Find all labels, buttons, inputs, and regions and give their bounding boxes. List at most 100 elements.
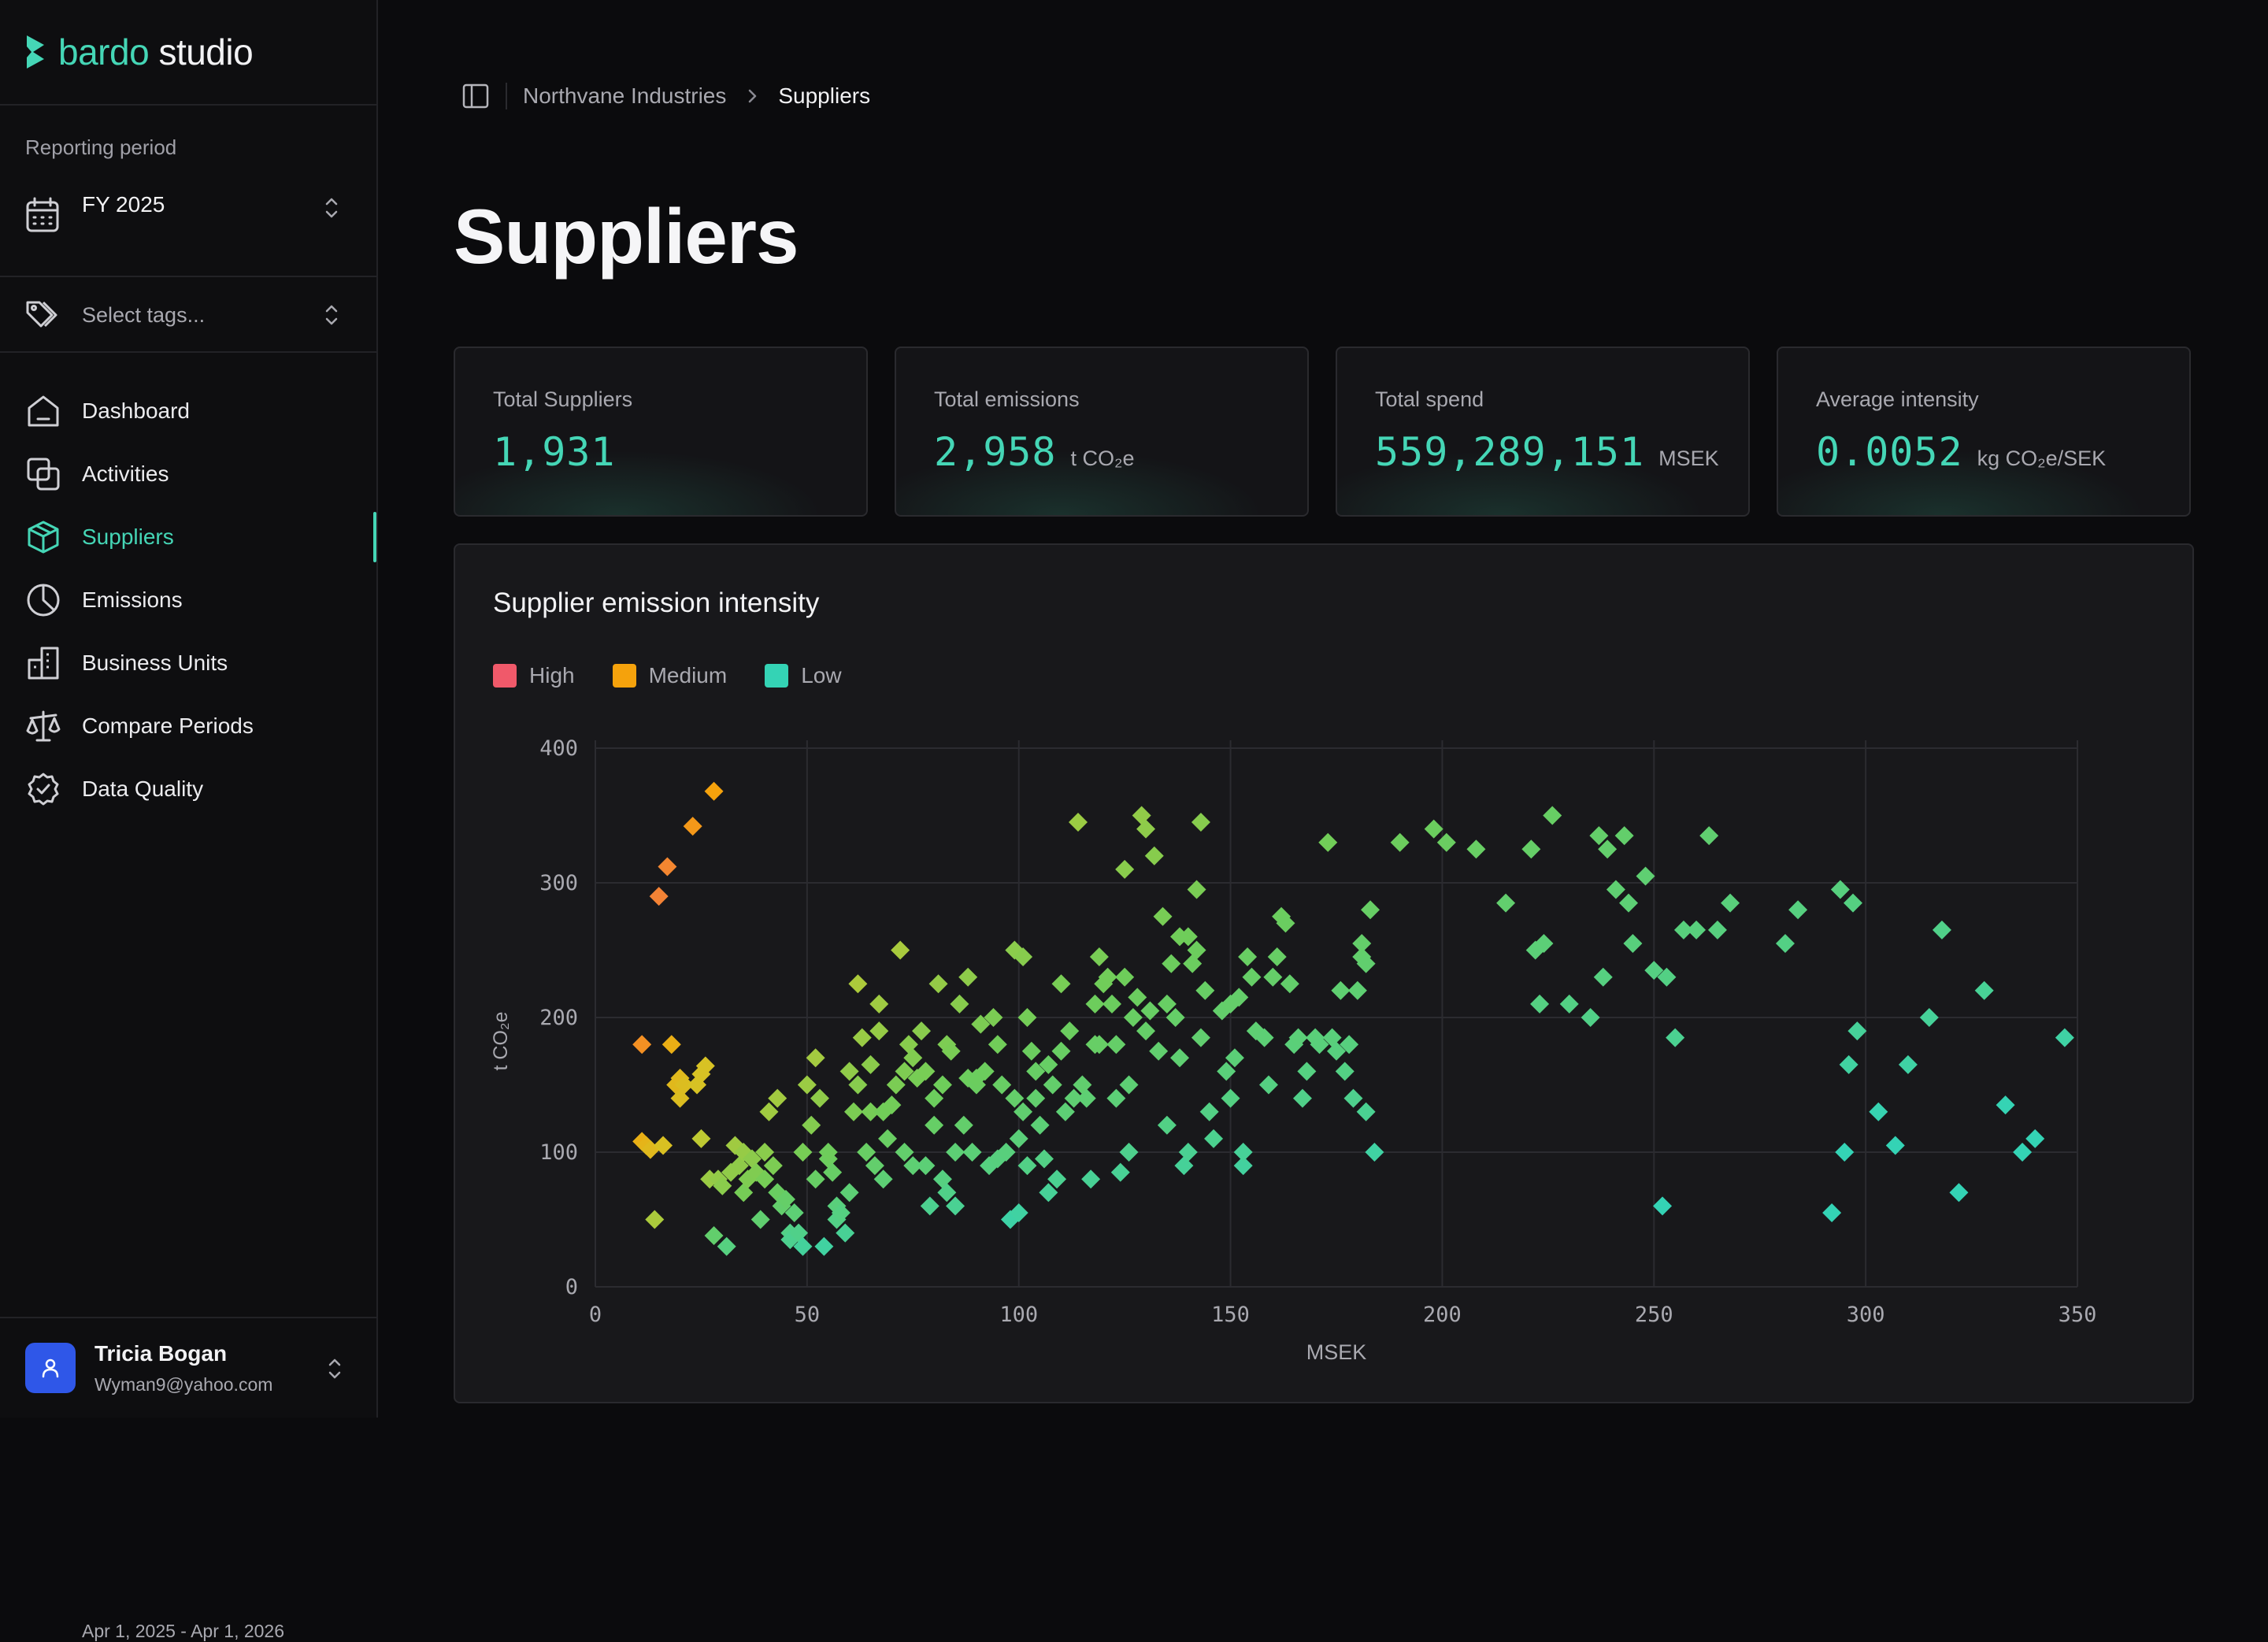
data-point xyxy=(1119,1075,1139,1095)
breadcrumb-separator-line xyxy=(506,83,507,109)
data-point xyxy=(713,1176,732,1195)
data-point xyxy=(1106,1088,1126,1108)
data-point xyxy=(1352,933,1372,953)
data-point xyxy=(848,974,868,994)
sidebar-item-compare-periods[interactable]: Compare Periods xyxy=(0,695,378,758)
sidebar-divider xyxy=(0,351,376,353)
sidebar-item-suppliers[interactable]: Suppliers xyxy=(0,506,378,569)
data-point xyxy=(1606,880,1625,899)
sidebar-item-label: Activities xyxy=(82,461,169,486)
data-point xyxy=(1788,900,1808,920)
sidebar-item-data-quality[interactable]: Data Quality xyxy=(0,758,378,821)
sidebar-toggle-icon[interactable] xyxy=(461,82,490,110)
data-point xyxy=(1974,980,1994,1000)
data-point xyxy=(988,1035,1007,1055)
data-point xyxy=(1932,920,1951,940)
data-point xyxy=(992,1075,1012,1095)
tags-selector[interactable]: Select tags... xyxy=(25,298,356,332)
data-point xyxy=(975,1062,995,1081)
x-tick-label: 350 xyxy=(2059,1303,2097,1327)
data-point xyxy=(895,1143,914,1162)
stat-unit: t CO₂e xyxy=(1070,447,1135,470)
data-point xyxy=(1009,1203,1028,1222)
reporting-period-selector[interactable]: FY 2025 Apr 1, 2025 - Apr 1, 2026 xyxy=(25,192,356,1641)
data-point xyxy=(793,1236,813,1256)
data-point xyxy=(818,1143,838,1162)
legend-label: Medium xyxy=(648,663,728,688)
supplier-intensity-chart: Supplier emission intensity High Medium … xyxy=(454,543,2194,1403)
data-point xyxy=(1466,840,1486,859)
y-tick-label: 100 xyxy=(539,1140,578,1165)
data-point xyxy=(1687,920,1707,940)
data-point xyxy=(1356,954,1376,973)
data-point xyxy=(1673,920,1693,940)
data-point xyxy=(861,1055,880,1074)
data-point xyxy=(1340,1035,1359,1055)
legend-item-high[interactable]: High xyxy=(493,663,575,688)
data-point xyxy=(1390,832,1410,852)
data-point xyxy=(632,1035,652,1055)
data-point xyxy=(869,1021,889,1041)
data-point xyxy=(755,1143,775,1162)
data-point xyxy=(869,994,889,1014)
data-point xyxy=(1623,933,1643,953)
sidebar-item-label: Compare Periods xyxy=(82,714,254,738)
data-point xyxy=(1157,1115,1177,1135)
scatter-plot: 0 50 100 150 200 250 300 350 0 100 200 300 400 MSEK t … xyxy=(490,736,2097,1364)
data-point xyxy=(1047,1169,1067,1189)
data-point xyxy=(1178,1143,1198,1162)
stat-label: Total Suppliers xyxy=(493,387,633,411)
data-point xyxy=(1352,947,1372,967)
period-range: Apr 1, 2025 - Apr 1, 2026 xyxy=(82,1621,285,1641)
chart-legend: High Medium Low xyxy=(493,663,842,688)
x-tick-label: 300 xyxy=(1847,1303,1885,1327)
sidebar-item-emissions[interactable]: Emissions xyxy=(0,569,378,632)
data-point xyxy=(784,1203,804,1222)
sidebar-item-dashboard[interactable]: Dashboard xyxy=(0,380,378,443)
data-point xyxy=(1297,1062,1317,1081)
legend-swatch-medium xyxy=(612,664,636,688)
logo-mark-icon xyxy=(27,35,44,69)
data-point xyxy=(1885,1136,1905,1155)
data-point xyxy=(1614,826,1634,846)
data-point xyxy=(1229,988,1249,1007)
data-point xyxy=(1436,832,1456,852)
data-point xyxy=(1162,954,1181,973)
data-point xyxy=(674,1075,694,1095)
data-point xyxy=(1238,947,1258,967)
scale-icon xyxy=(25,708,61,744)
data-point xyxy=(1221,1088,1240,1108)
data-point xyxy=(925,1088,944,1108)
sidebar-item-activities[interactable]: Activities xyxy=(0,443,378,506)
data-point xyxy=(1098,967,1117,987)
data-point xyxy=(1149,1041,1169,1061)
data-point xyxy=(1178,927,1198,947)
data-point xyxy=(861,1102,880,1121)
data-point xyxy=(729,1156,749,1176)
data-point xyxy=(903,1156,923,1176)
legend-swatch-low xyxy=(765,664,789,688)
data-point xyxy=(891,940,910,960)
data-point xyxy=(1014,947,1033,967)
user-menu[interactable]: Tricia Bogan Wyman9@yahoo.com xyxy=(0,1317,376,1418)
data-point xyxy=(1166,1008,1185,1027)
y-tick-label: 300 xyxy=(539,871,578,895)
y-axis-label: t CO₂e xyxy=(490,1012,512,1071)
legend-item-low[interactable]: Low xyxy=(765,663,842,688)
period-name: FY 2025 xyxy=(82,192,165,217)
stat-unit: MSEK xyxy=(1658,447,1719,470)
sidebar-item-business-units[interactable]: Business Units xyxy=(0,632,378,695)
data-point xyxy=(1191,1028,1210,1047)
logo[interactable]: bardo studio xyxy=(0,0,376,106)
x-tick-label: 0 xyxy=(589,1303,602,1327)
data-point xyxy=(1115,859,1135,879)
data-point xyxy=(742,1149,762,1169)
data-point xyxy=(1996,1095,2015,1115)
data-point xyxy=(937,1183,957,1203)
legend-item-medium[interactable]: Medium xyxy=(612,663,728,688)
data-point xyxy=(814,1236,834,1256)
breadcrumb-parent[interactable]: Northvane Industries xyxy=(523,83,727,108)
data-point xyxy=(2025,1129,2045,1148)
data-point xyxy=(886,1075,906,1095)
logo-text: bardo studio xyxy=(58,31,254,73)
